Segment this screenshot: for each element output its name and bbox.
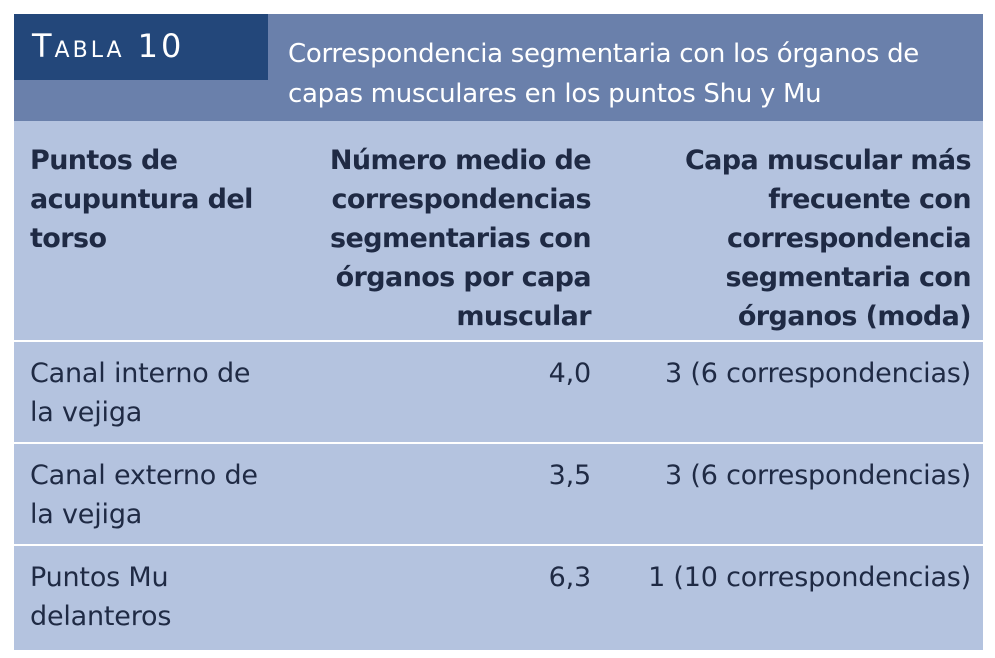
row-punto: Canal interno de la vejiga [30,358,251,428]
row-numero-medio: 6,3 [548,562,592,593]
row-capa: 3 (6 correspondencias) [665,460,971,491]
table-row: Puntos Mu delanteros 6,3 1 (10 correspon… [14,546,983,646]
row-capa: 1 (10 correspondencias) [648,562,971,593]
table-row: Canal interno de la vejiga 4,0 3 (6 corr… [14,342,983,442]
table-container: Tabla 10 Correspondencia segmentaria con… [14,14,983,650]
table-caption: Correspondencia segmentaria con los órga… [288,39,919,109]
header-capa-muscular: Capa muscular más frecuente con correspo… [684,145,972,332]
table-label: Tabla 10 [32,27,185,65]
table-header-row: Puntos de acupuntura del torso Número me… [14,121,983,341]
header-puntos: Puntos de acupuntura del torso [30,145,253,254]
row-divider [14,544,983,546]
row-divider [14,340,983,342]
row-punto: Canal externo de la vejiga [30,460,258,530]
table-label-box: Tabla 10 [14,14,268,80]
row-numero-medio: 3,5 [548,460,592,491]
row-divider [14,442,983,444]
row-punto: Puntos Mu delanteros [30,562,172,632]
table-title-band: Tabla 10 Correspondencia segmentaria con… [14,14,983,121]
table-row: Canal externo de la vejiga 3,5 3 (6 corr… [14,444,983,544]
header-numero-medio: Número medio de correspondencias segment… [329,145,592,332]
row-numero-medio: 4,0 [548,358,592,389]
row-capa: 3 (6 correspondencias) [665,358,971,389]
